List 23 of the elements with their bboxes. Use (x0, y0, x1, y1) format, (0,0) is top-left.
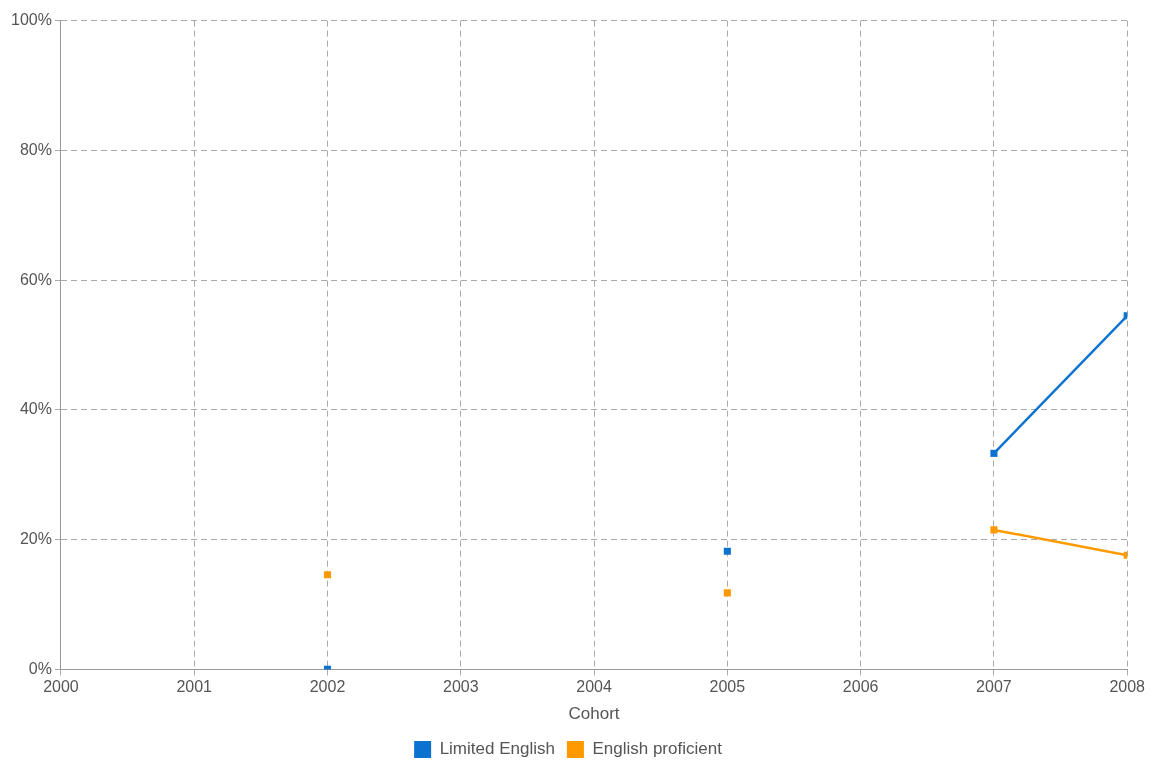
x-tick-label: 2001 (176, 678, 213, 696)
point (723, 547, 731, 555)
y-tick-label: 80% (19, 140, 52, 158)
x-tick-label: 2007 (976, 678, 1012, 696)
x-tick-label: 2006 (842, 678, 879, 696)
point (323, 571, 332, 579)
y-tick-label: 20% (19, 530, 52, 548)
point (990, 449, 998, 457)
x-tick-label: 2000 (43, 678, 79, 696)
y-tick-label: 40% (19, 400, 52, 418)
point (990, 526, 998, 534)
y-tick-label: 60% (19, 270, 52, 288)
x-tick-label: 2005 (709, 678, 746, 696)
x-axis-title: Cohort (568, 704, 620, 724)
x-tick-label: 2008 (1109, 678, 1146, 696)
point (723, 589, 731, 597)
x-tick-label: 2003 (442, 678, 479, 696)
legend-label: Limited English (439, 739, 555, 759)
legend-label: English proficient (592, 739, 723, 759)
y-tick-label: 100% (11, 11, 52, 29)
y-tick-label: 0% (28, 659, 52, 677)
x-tick-label: 2002 (309, 678, 346, 696)
x-tick-label: 2004 (576, 678, 612, 696)
